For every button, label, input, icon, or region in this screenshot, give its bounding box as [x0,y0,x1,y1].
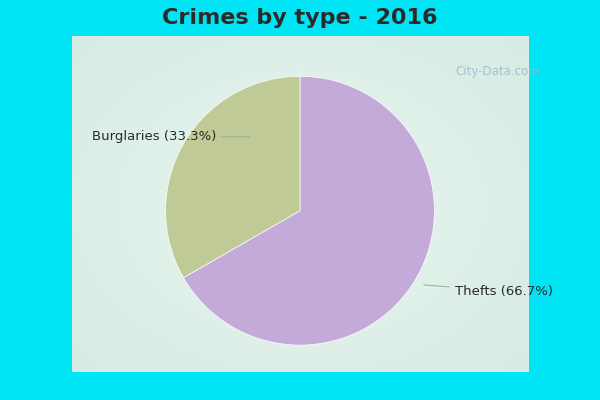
Text: City-Data.com: City-Data.com [455,66,541,78]
Wedge shape [184,76,434,345]
Wedge shape [166,76,300,278]
Text: Burglaries (33.3%): Burglaries (33.3%) [92,130,250,143]
Text: Crimes by type - 2016: Crimes by type - 2016 [162,8,438,28]
Text: Thefts (66.7%): Thefts (66.7%) [424,285,553,298]
